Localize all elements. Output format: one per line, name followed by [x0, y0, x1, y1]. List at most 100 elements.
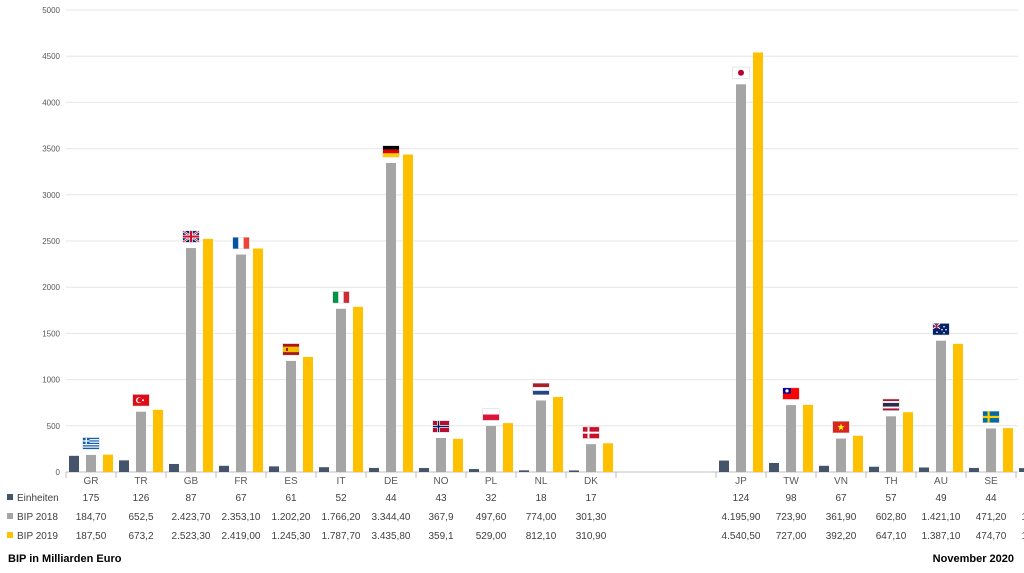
- bar-einheiten-il: [1019, 468, 1024, 472]
- data-label: 4.540,50: [722, 531, 761, 542]
- uk-flag-icon: [182, 230, 200, 243]
- data-label: 361,90: [826, 512, 857, 523]
- taiwan-flag-icon: [782, 387, 800, 400]
- x-tick-label: NO: [434, 476, 449, 487]
- data-label: 812,10: [526, 531, 557, 542]
- data-label: 392,20: [826, 531, 857, 542]
- data-label: 529,00: [476, 531, 507, 542]
- sweden-flag-icon: [982, 410, 1000, 423]
- legend-swatch: [7, 494, 13, 500]
- bar-einheiten-au: [919, 467, 929, 472]
- bar-einheiten-nl: [519, 470, 529, 472]
- bar-bip-2018-au: [936, 340, 946, 472]
- data-label: 43: [435, 493, 447, 504]
- bar-bip-2018-es: [286, 360, 296, 472]
- data-label: 49: [935, 493, 947, 504]
- data-label: 1.202,20: [272, 512, 311, 523]
- data-label: 471,20: [976, 512, 1007, 523]
- bar-bip-2018-tw: [786, 405, 796, 472]
- data-label: 3.344,40: [372, 512, 411, 523]
- data-label: 2.523,30: [172, 531, 211, 542]
- data-label: 87: [185, 493, 197, 504]
- bar-einheiten-fr: [219, 465, 229, 472]
- x-tick-label: IT: [337, 476, 346, 487]
- bar-bip-2019-gb: [203, 238, 213, 472]
- netherlands-flag-icon: [532, 382, 550, 395]
- legend-label: Einheiten: [17, 493, 59, 504]
- legend-swatch: [7, 513, 13, 519]
- data-label: 126: [133, 493, 150, 504]
- bar-bip-2019-de: [403, 154, 413, 472]
- bar-bip-2019-tw: [803, 404, 813, 472]
- y-tick-label: 5000: [42, 6, 60, 15]
- bar-einheiten-tr: [119, 460, 129, 472]
- legend-label: BIP 2019: [17, 531, 58, 542]
- data-label: 67: [235, 493, 247, 504]
- legend-swatch: [7, 532, 13, 538]
- data-label: 1.421,10: [922, 512, 961, 523]
- footer-date: November 2020: [932, 553, 1014, 565]
- bar-einheiten-dk: [569, 470, 579, 472]
- germany-flag-icon: [382, 145, 400, 158]
- turkey-flag-icon: [132, 394, 150, 407]
- japan-flag-icon: [732, 66, 750, 79]
- bar-einheiten-gb: [169, 463, 179, 472]
- data-label: 3.435,80: [372, 531, 411, 542]
- chart: 0 500 1000 1500 2000 2500 3000 3500 4000 4500 5000…: [7, 6, 1024, 542]
- x-tick-label: NL: [535, 476, 548, 487]
- y-tick-label: 1000: [42, 376, 60, 385]
- data-label: 652,5: [128, 512, 153, 523]
- x-tick-label: JP: [735, 476, 747, 487]
- bar-bip-2018-nl: [536, 400, 546, 472]
- data-label: 602,80: [876, 512, 907, 523]
- spain-flag-icon: [282, 343, 300, 356]
- france-flag-icon: [232, 237, 250, 250]
- x-tick-label: FR: [234, 476, 247, 487]
- data-label: 98: [785, 493, 797, 504]
- bar-bip-2019-au: [953, 343, 963, 472]
- data-label: 673,2: [128, 531, 153, 542]
- data-label: 184,70: [76, 512, 107, 523]
- data-label: 2.419,00: [222, 531, 261, 542]
- data-label: 723,90: [776, 512, 807, 523]
- bar-einheiten-tw: [769, 462, 779, 472]
- y-tick-label: 4000: [42, 98, 60, 107]
- data-label: 67: [835, 493, 847, 504]
- bar-bip-2019-tr: [153, 409, 163, 472]
- x-tick-label: TR: [134, 476, 147, 487]
- y-tick-label: 2000: [42, 283, 60, 292]
- bar-bip-2018-it: [336, 308, 346, 472]
- data-label: 44: [385, 493, 397, 504]
- bar-bip-2018-pl: [486, 426, 496, 472]
- x-tick-label: AU: [934, 476, 948, 487]
- y-tick-label: 4500: [42, 52, 60, 61]
- denmark-flag-icon: [582, 426, 600, 439]
- data-label: 32: [485, 493, 497, 504]
- bar-einheiten-se: [969, 467, 979, 472]
- bar-einheiten-gr: [69, 455, 79, 472]
- vietnam-flag-icon: [832, 421, 850, 434]
- bar-bip-2019-vn: [853, 435, 863, 472]
- bar-bip-2019-fr: [253, 248, 263, 472]
- data-label: 44: [985, 493, 997, 504]
- bar-bip-2018-no: [436, 438, 446, 472]
- data-label: 52: [335, 493, 347, 504]
- data-label: 175: [83, 493, 100, 504]
- bar-bip-2018-dk: [586, 444, 596, 472]
- bar-bip-2019-dk: [603, 443, 613, 472]
- data-label: 61: [285, 493, 297, 504]
- data-label: 1.787,70: [1022, 512, 1024, 523]
- australia-flag-icon: [932, 323, 950, 336]
- bar-bip-2019-jp: [753, 52, 763, 473]
- data-label: 727,00: [776, 531, 807, 542]
- data-label: 497,60: [476, 512, 507, 523]
- y-tick-label: 3500: [42, 145, 60, 154]
- data-label: 1.245,30: [272, 531, 311, 542]
- data-label: 1.766,20: [322, 512, 361, 523]
- data-label: 647,10: [876, 531, 907, 542]
- data-label: 367,9: [428, 512, 453, 523]
- data-label: 359,1: [428, 531, 453, 542]
- data-label: 187,50: [76, 531, 107, 542]
- x-tick-label: TW: [783, 476, 799, 487]
- bar-bip-2019-gr: [103, 454, 113, 472]
